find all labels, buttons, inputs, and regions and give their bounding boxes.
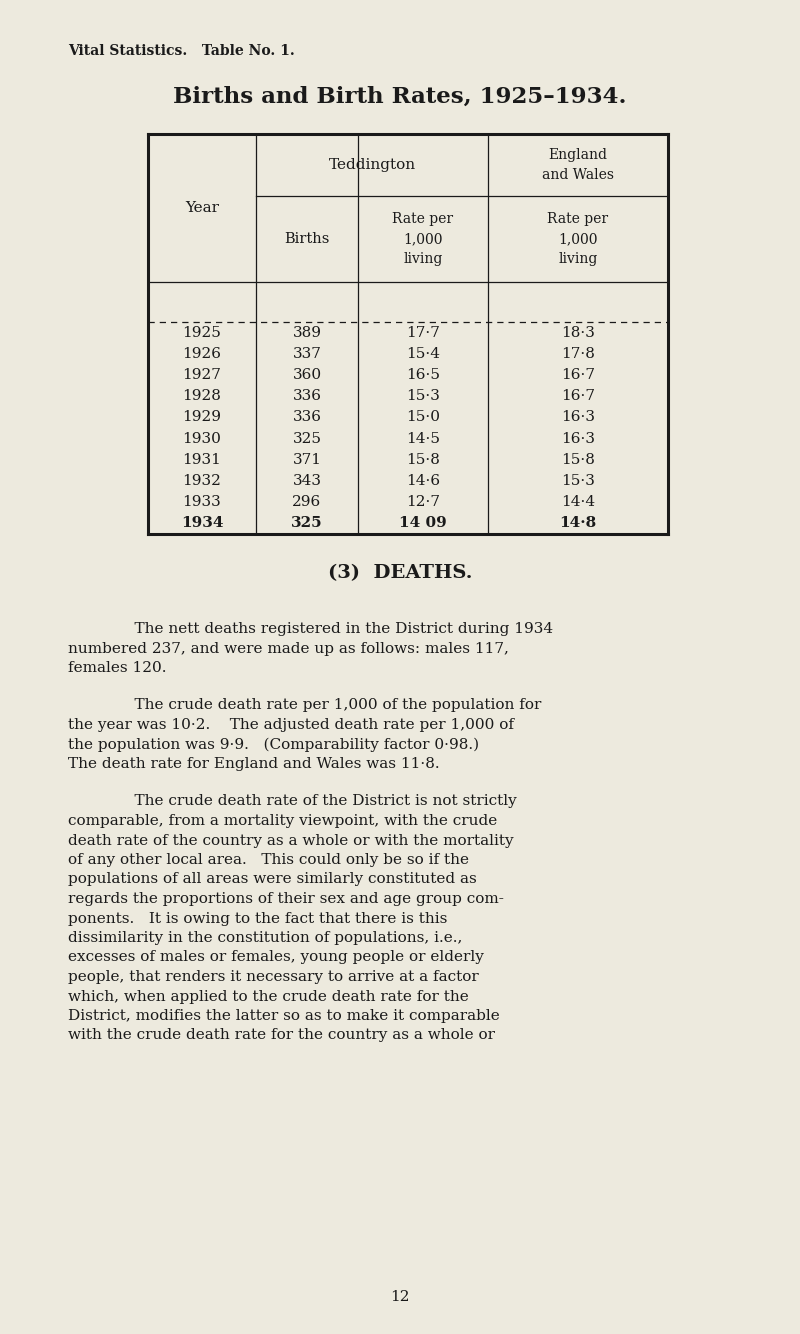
Text: 16·5: 16·5 (406, 368, 440, 382)
Text: with the crude death rate for the country as a whole or: with the crude death rate for the countr… (68, 1029, 495, 1042)
Text: 15·3: 15·3 (561, 474, 595, 488)
Text: 325: 325 (293, 432, 322, 446)
Text: 15·3: 15·3 (406, 390, 440, 403)
Text: ponents.   It is owing to the fact that there is this: ponents. It is owing to the fact that th… (68, 911, 447, 926)
Text: the population was 9·9.   (Comparability factor 0·98.): the population was 9·9. (Comparability f… (68, 738, 479, 752)
Text: 1933: 1933 (182, 495, 222, 510)
Text: England
and Wales: England and Wales (542, 148, 614, 181)
Text: 343: 343 (293, 474, 322, 488)
Text: Teddington: Teddington (329, 157, 415, 172)
Text: 296: 296 (292, 495, 322, 510)
Text: which, when applied to the crude death rate for the: which, when applied to the crude death r… (68, 990, 469, 1003)
Text: death rate of the country as a whole or with the mortality: death rate of the country as a whole or … (68, 834, 514, 847)
Text: Rate per
1,000
living: Rate per 1,000 living (393, 212, 454, 265)
Text: of any other local area.   This could only be so if the: of any other local area. This could only… (68, 852, 469, 867)
Text: Births and Birth Rates, 1925–1934.: Births and Birth Rates, 1925–1934. (174, 85, 626, 108)
Text: 15·8: 15·8 (406, 452, 440, 467)
Text: District, modifies the latter so as to make it comparable: District, modifies the latter so as to m… (68, 1009, 500, 1023)
Text: Rate per
1,000
living: Rate per 1,000 living (547, 212, 609, 265)
Text: 16·3: 16·3 (561, 411, 595, 424)
Text: (3)  DEATHS.: (3) DEATHS. (328, 564, 472, 582)
Text: 389: 389 (293, 325, 322, 340)
Text: The crude death rate of the District is not strictly: The crude death rate of the District is … (115, 795, 517, 808)
Text: 1927: 1927 (182, 368, 222, 382)
Text: 14 09: 14 09 (399, 516, 447, 531)
Text: comparable, from a mortality viewpoint, with the crude: comparable, from a mortality viewpoint, … (68, 814, 498, 828)
Text: dissimilarity in the constitution of populations, i.e.,: dissimilarity in the constitution of pop… (68, 931, 462, 944)
Text: populations of all areas were similarly constituted as: populations of all areas were similarly … (68, 872, 477, 887)
Text: people, that renders it necessary to arrive at a factor: people, that renders it necessary to arr… (68, 970, 478, 984)
Text: 337: 337 (293, 347, 322, 360)
Text: 1928: 1928 (182, 390, 222, 403)
Text: The crude death rate per 1,000 of the population for: The crude death rate per 1,000 of the po… (115, 699, 542, 712)
Text: 336: 336 (293, 390, 322, 403)
Text: 1931: 1931 (182, 452, 222, 467)
Text: 1930: 1930 (182, 432, 222, 446)
Text: regards the proportions of their sex and age group com-: regards the proportions of their sex and… (68, 892, 504, 906)
Text: 14·6: 14·6 (406, 474, 440, 488)
Text: 16·7: 16·7 (561, 368, 595, 382)
Text: 16·3: 16·3 (561, 432, 595, 446)
Text: 12·7: 12·7 (406, 495, 440, 510)
Text: 1925: 1925 (182, 325, 222, 340)
Text: 1932: 1932 (182, 474, 222, 488)
Text: 15·4: 15·4 (406, 347, 440, 360)
Text: the year was 10·2.    The adjusted death rate per 1,000 of: the year was 10·2. The adjusted death ra… (68, 718, 514, 732)
Text: 12: 12 (390, 1290, 410, 1305)
Text: 14·8: 14·8 (559, 516, 597, 531)
Text: excesses of males or females, young people or elderly: excesses of males or females, young peop… (68, 951, 484, 964)
Text: 14·4: 14·4 (561, 495, 595, 510)
Text: 15·0: 15·0 (406, 411, 440, 424)
Text: The nett deaths registered in the District during 1934: The nett deaths registered in the Distri… (115, 622, 553, 636)
Text: 17·8: 17·8 (561, 347, 595, 360)
Text: 18·3: 18·3 (561, 325, 595, 340)
Text: 17·7: 17·7 (406, 325, 440, 340)
Text: Year: Year (185, 201, 219, 215)
Text: numbered 237, and were made up as follows: males 117,: numbered 237, and were made up as follow… (68, 642, 509, 655)
Text: Vital Statistics.   Table No. 1.: Vital Statistics. Table No. 1. (68, 44, 294, 57)
Text: 1934: 1934 (181, 516, 223, 531)
Text: 14·5: 14·5 (406, 432, 440, 446)
Text: The death rate for England and Wales was 11·8.: The death rate for England and Wales was… (68, 756, 440, 771)
Text: 360: 360 (293, 368, 322, 382)
Text: Births: Births (284, 232, 330, 245)
Text: 336: 336 (293, 411, 322, 424)
Text: 325: 325 (291, 516, 323, 531)
Text: 1926: 1926 (182, 347, 222, 360)
Text: 371: 371 (293, 452, 322, 467)
Text: 1929: 1929 (182, 411, 222, 424)
Text: 16·7: 16·7 (561, 390, 595, 403)
Text: 15·8: 15·8 (561, 452, 595, 467)
Text: females 120.: females 120. (68, 662, 166, 675)
